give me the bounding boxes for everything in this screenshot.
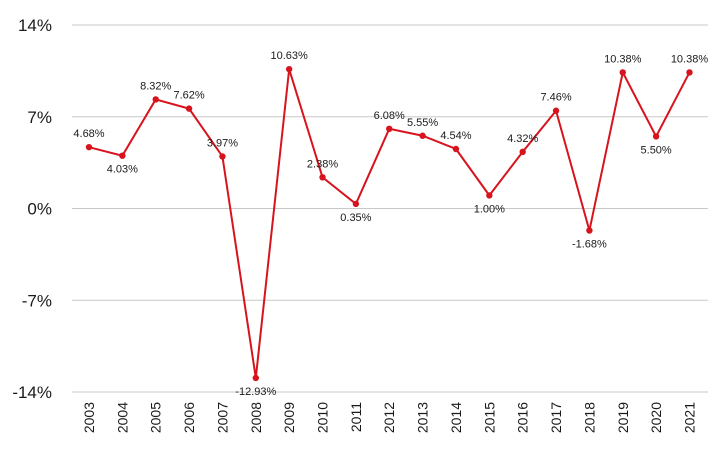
data-point [85,143,93,151]
x-tick-label: 2016 [515,402,531,433]
data-label: 5.50% [641,144,672,156]
data-point [452,145,460,153]
data-label: 10.38% [671,53,709,65]
x-tick-label: 2003 [81,402,97,433]
data-point [386,125,393,133]
y-tick-label: 0% [27,200,52,219]
data-point [219,153,226,160]
x-tick-label: 2017 [548,402,564,433]
x-tick-label: 2004 [114,402,130,433]
y-tick-label: 7% [27,108,52,127]
data-point [119,152,126,159]
y-tick-label: 14% [18,16,52,35]
x-tick-label: 2020 [648,402,664,433]
x-tick-label: 2009 [281,402,297,433]
x-tick-label: 2008 [248,402,264,433]
x-tick-label: 2014 [448,402,464,433]
x-tick-label: 2012 [381,402,397,433]
data-label: 7.46% [540,92,571,104]
x-tick-label: 2018 [581,402,597,433]
data-point [486,192,493,199]
data-point [652,133,660,140]
data-label: 7.62% [173,90,204,102]
data-label: 4.03% [107,164,138,176]
data-point [519,148,526,156]
x-tick-label: 2019 [615,402,631,433]
x-tick-label: 2011 [348,402,364,432]
x-tick-label: 2021 [681,402,697,433]
data-label: 1.00% [474,203,505,215]
data-label: 4.54% [440,130,471,142]
y-tick-label: -14% [12,383,52,402]
data-label: -12.93% [235,386,276,398]
y-tick-label: -7% [22,291,52,310]
data-point [686,69,693,76]
data-point [319,174,326,181]
data-label: 10.63% [271,50,309,62]
x-tick-label: 2013 [415,402,431,433]
data-point [185,105,193,112]
x-tick-label: 2007 [214,402,230,433]
data-label: 10.38% [604,53,642,65]
data-point [152,96,159,103]
x-tick-label: 2005 [148,402,164,433]
data-label: 4.32% [507,133,538,145]
data-label: 2.38% [307,158,338,170]
data-label: 6.08% [374,110,405,122]
data-point [252,374,259,382]
data-label: -1.68% [572,239,607,251]
data-label: 8.32% [140,80,171,92]
data-point [352,200,360,208]
data-label: 5.55% [407,117,438,129]
data-label: 0.35% [340,212,371,224]
data-point [552,107,560,114]
data-label: 3.97% [207,137,238,149]
data-point [619,69,626,76]
data-point [419,132,426,139]
x-tick-label: 2010 [315,402,331,433]
data-point [285,65,293,73]
x-tick-label: 2006 [181,402,197,433]
data-label: 4.68% [73,128,104,140]
x-tick-label: 2015 [481,402,497,433]
data-point [586,227,593,234]
